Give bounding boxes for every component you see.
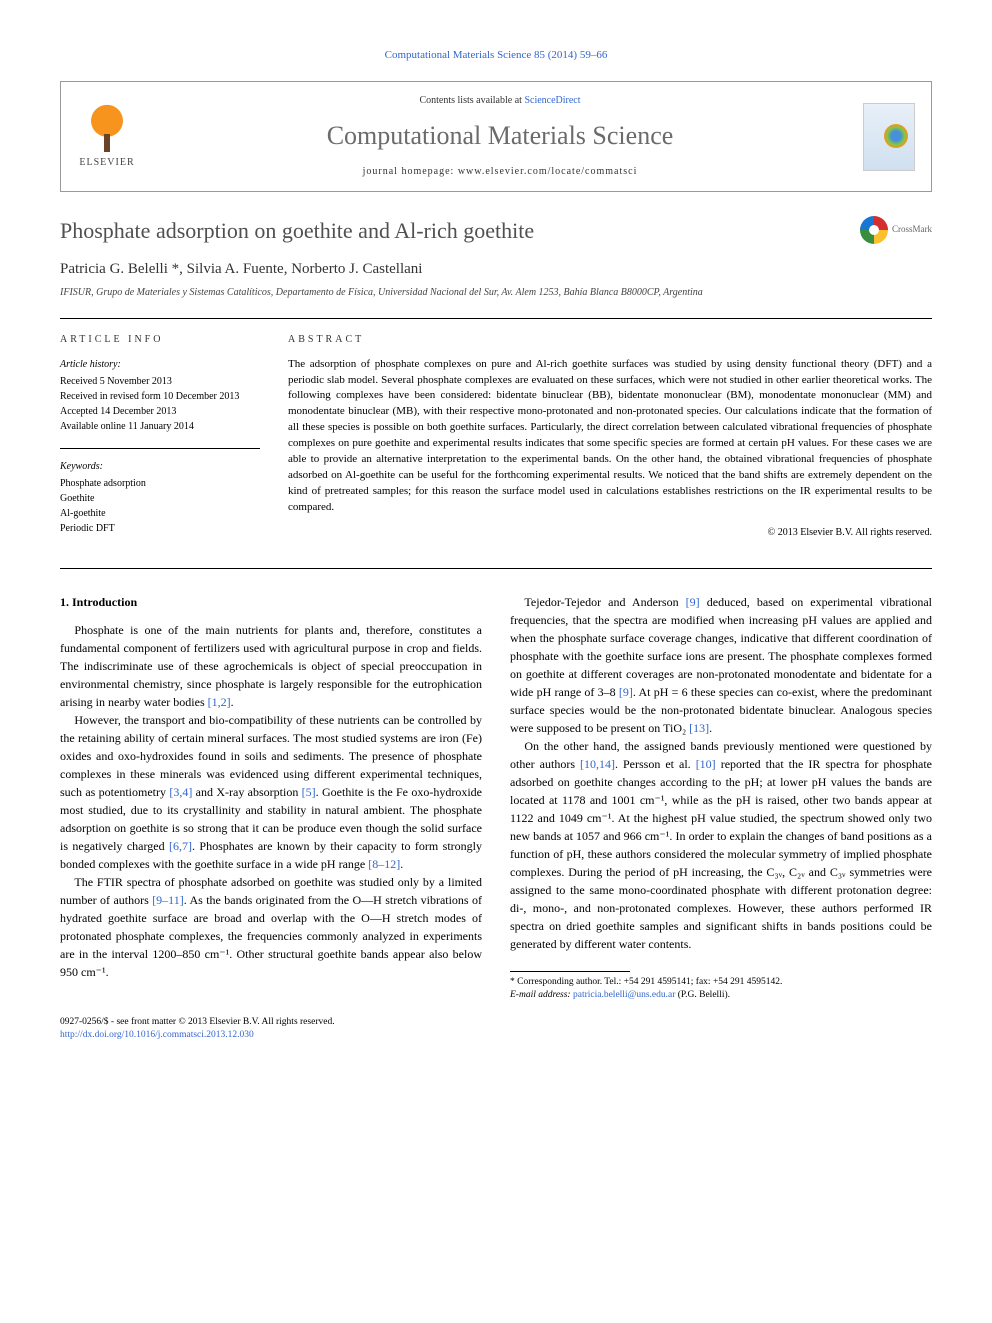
email-link[interactable]: patricia.belelli@uns.edu.ar [573,990,675,1000]
footnote-separator [510,971,630,972]
doi-link[interactable]: http://dx.doi.org/10.1016/j.commatsci.20… [60,1030,254,1040]
para-text: . Persson et al. [615,757,696,771]
corresponding-author-footnote: * Corresponding author. Tel.: +54 291 45… [510,976,932,1003]
abstract-text: The adsorption of phosphate complexes on… [288,357,932,516]
para-text: . [400,857,403,871]
body-text: 1. Introduction Phosphate is one of the … [60,593,932,1003]
crossmark-icon [860,216,888,244]
crossmark-label: CrossMark [892,223,932,236]
revised-date: Received in revised form 10 December 201… [60,389,260,404]
abstract-head: ABSTRACT [288,333,932,347]
issn-line: 0927-0256/$ - see front matter © 2013 El… [60,1016,932,1029]
homepage-url[interactable]: www.elsevier.com/locate/commatsci [458,166,638,177]
email-suffix: (P.G. Belelli). [675,990,730,1000]
email-label: E-mail address: [510,990,573,1000]
affiliation: IFISUR, Grupo de Materiales y Sistemas C… [60,286,932,300]
para-text: . [709,721,712,735]
article-title: Phosphate adsorption on goethite and Al-… [60,216,860,247]
ref-link[interactable]: [3,4] [169,785,192,799]
corr-author-line: * Corresponding author. Tel.: +54 291 45… [510,976,932,989]
ref-link[interactable]: [9] [619,685,633,699]
para-text: reported that the IR spectra for phospha… [510,757,932,951]
elsevier-tree-icon [83,104,131,152]
article-info-head: ARTICLE INFO [60,333,260,347]
journal-reference: Computational Materials Science 85 (2014… [60,48,932,63]
para-text: deduced, based on experimental vibration… [510,595,932,699]
sciencedirect-link[interactable]: ScienceDirect [524,95,580,106]
journal-header: ELSEVIER Contents lists available at Sci… [60,81,932,191]
elsevier-logo: ELSEVIER [77,104,137,170]
contents-prefix: Contents lists available at [419,95,524,106]
accepted-date: Accepted 14 December 2013 [60,404,260,419]
history-label: Article history: [60,357,260,372]
ref-link[interactable]: [9–11] [152,893,184,907]
ref-link[interactable]: [10,14] [580,757,615,771]
authors: Patricia G. Belelli *, Silvia A. Fuente,… [60,259,932,280]
keywords-label: Keywords: [60,459,260,474]
crossmark-badge[interactable]: CrossMark [860,216,932,244]
ref-link[interactable]: [8–12] [368,857,400,871]
abstract-column: ABSTRACT The adsorption of phosphate com… [288,333,932,550]
keyword: Goethite [60,491,260,506]
keyword: Periodic DFT [60,521,260,536]
para-text: Tejedor-Tejedor and Anderson [524,595,685,609]
contents-line: Contents lists available at ScienceDirec… [157,94,843,108]
homepage-line: journal homepage: www.elsevier.com/locat… [157,165,843,179]
para-text: Phosphate is one of the main nutrients f… [60,623,482,709]
para-text: and X-ray absorption [192,785,301,799]
received-date: Received 5 November 2013 [60,374,260,389]
ref-link[interactable]: [6,7] [169,839,192,853]
ref-link[interactable]: [9] [686,595,700,609]
section-heading: 1. Introduction [60,593,482,611]
para-text: . [231,695,234,709]
keyword: Al-goethite [60,506,260,521]
online-date: Available online 11 January 2014 [60,419,260,434]
abstract-copyright: © 2013 Elsevier B.V. All rights reserved… [288,526,932,540]
ref-link[interactable]: [13] [689,721,709,735]
elsevier-label: ELSEVIER [77,156,137,170]
footer-block: 0927-0256/$ - see front matter © 2013 El… [60,1016,932,1043]
ref-link[interactable]: [10] [696,757,716,771]
article-info-column: ARTICLE INFO Article history: Received 5… [60,333,260,550]
journal-name: Computational Materials Science [157,118,843,154]
ref-link[interactable]: [1,2] [208,695,231,709]
homepage-prefix: journal homepage: [363,166,458,177]
ref-link[interactable]: [5] [302,785,316,799]
journal-cover-thumbnail [863,103,915,171]
keyword: Phosphate adsorption [60,476,260,491]
